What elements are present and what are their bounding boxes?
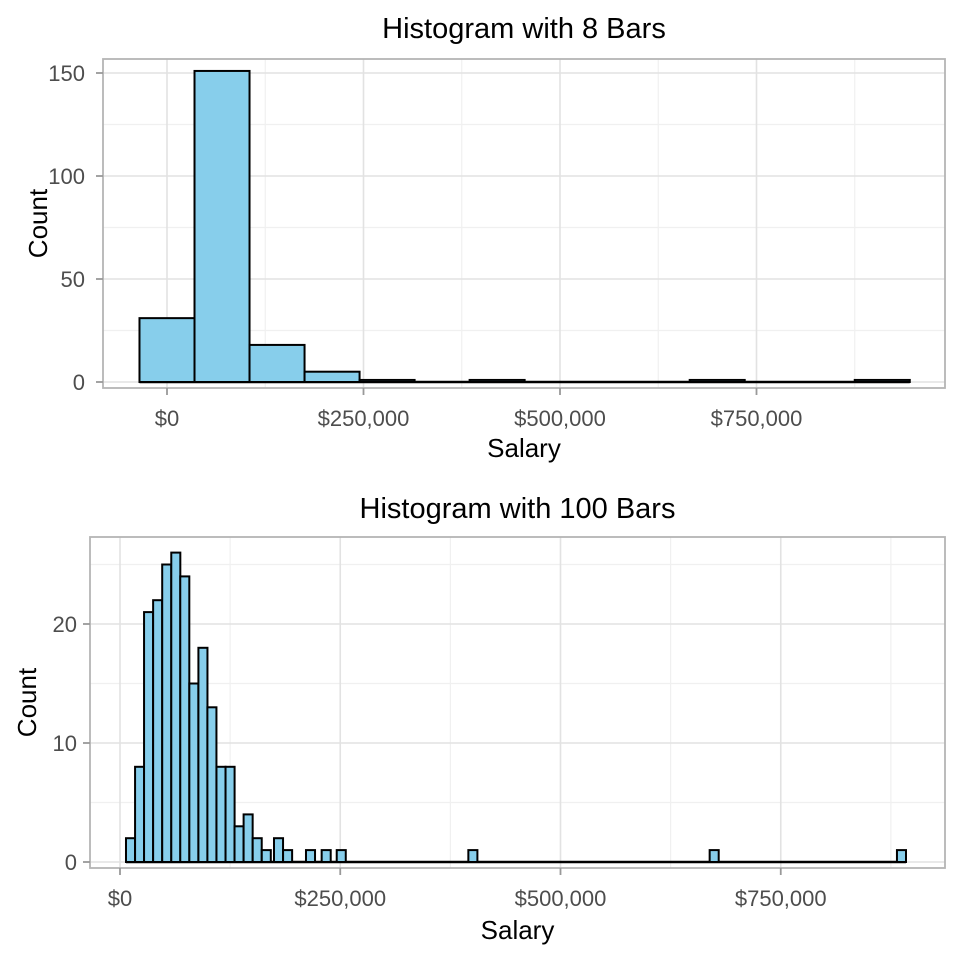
x-tick-label: $250,000 <box>318 406 410 431</box>
panel-border <box>89 536 946 869</box>
x-tick-label: $250,000 <box>294 886 386 911</box>
histogram-bar <box>272 837 285 864</box>
histogram-bar <box>708 849 720 864</box>
histogram-bar <box>215 765 227 863</box>
histogram-bar <box>188 682 200 863</box>
y-tick-label: 0 <box>73 370 85 395</box>
chart-histogram-100-bars: $0 $250,000 $500,000 $750,000 0 10 20 Histogram… <box>12 493 946 945</box>
histogram-bar <box>688 378 746 384</box>
x-tick-label: $750,000 <box>711 406 803 431</box>
histogram-bars <box>124 551 908 864</box>
histogram-bar <box>143 611 155 863</box>
histogram-bar <box>303 370 361 384</box>
histogram-bar <box>853 378 911 384</box>
histogram-bar <box>152 599 164 863</box>
histogram-bar <box>206 706 218 863</box>
y-axis-title: Count <box>12 667 42 737</box>
panel-border <box>102 58 946 389</box>
y-tick-label: 100 <box>48 164 85 189</box>
x-axis: $0 $250,000 $500,000 $750,000 <box>155 388 803 431</box>
histogram-bar <box>260 849 272 864</box>
histogram-bar <box>138 317 196 384</box>
histogram-bar <box>224 765 236 863</box>
y-tick-label: 10 <box>53 731 77 756</box>
y-axis: 0 50 100 150 <box>48 61 103 395</box>
plot-title: Histogram with 100 Bars <box>360 493 676 525</box>
histogram-bar <box>197 646 209 863</box>
x-axis-title: Salary <box>481 915 555 945</box>
histogram-bar <box>895 849 908 864</box>
x-axis: $0 $250,000 $500,000 $750,000 <box>108 868 827 911</box>
histogram-bar <box>467 849 479 864</box>
histogram-bar <box>320 849 332 864</box>
histogram-bar <box>335 849 347 864</box>
histogram-bar <box>233 825 245 863</box>
x-tick-label: $0 <box>108 886 132 911</box>
histogram-bar <box>124 837 137 864</box>
x-tick-label: $0 <box>155 406 179 431</box>
histogram-bar <box>161 563 173 863</box>
histogram-bar <box>242 813 254 863</box>
histogram-bar <box>170 551 182 863</box>
histogram-bar <box>248 343 306 384</box>
y-tick-label: 150 <box>48 61 85 86</box>
histogram-bar <box>304 849 317 864</box>
histogram-bar <box>251 837 263 864</box>
histogram-bar <box>179 575 191 864</box>
histogram-bar <box>134 765 146 863</box>
x-tick-label: $500,000 <box>515 886 607 911</box>
histogram-bar <box>282 849 294 864</box>
chart-histogram-8-bars: $0 $250,000 $500,000 $750,000 0 50 100 150 Histo… <box>23 13 946 463</box>
histogram-bars <box>138 69 911 384</box>
histogram-bar <box>468 378 526 384</box>
x-tick-label: $750,000 <box>735 886 827 911</box>
y-tick-label: 50 <box>61 267 85 292</box>
y-tick-label: 0 <box>65 850 77 875</box>
x-axis-title: Salary <box>487 433 561 463</box>
x-tick-label: $500,000 <box>514 406 606 431</box>
y-tick-label: 20 <box>53 612 77 637</box>
y-axis: 0 10 20 <box>53 612 90 875</box>
histogram-bar <box>193 69 251 383</box>
histogram-bar <box>358 378 416 384</box>
plot-title: Histogram with 8 Bars <box>382 13 666 45</box>
y-axis-title: Count <box>23 188 53 258</box>
